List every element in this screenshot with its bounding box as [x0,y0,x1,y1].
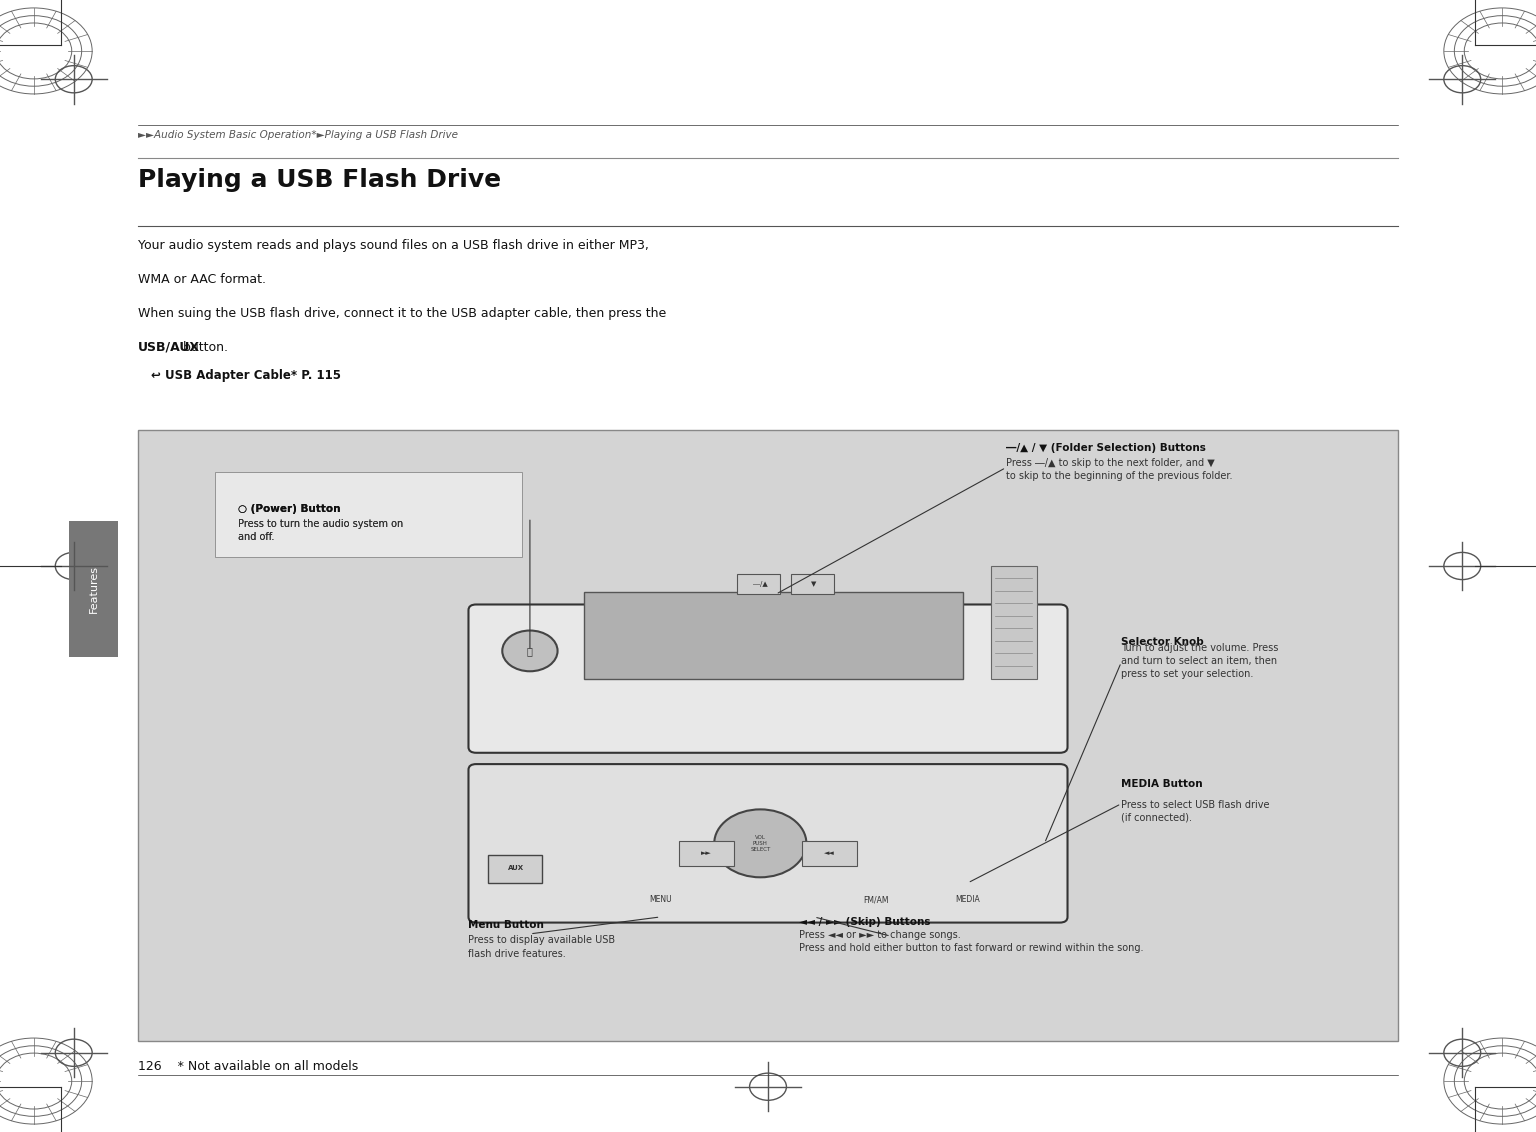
Text: Selector Knob: Selector Knob [1121,637,1204,648]
Text: ◄◄ / ►► (Skip) Buttons: ◄◄ / ►► (Skip) Buttons [799,917,931,927]
Text: Menu Button: Menu Button [468,920,544,931]
Text: AUX: AUX [508,865,524,872]
Circle shape [502,631,558,671]
Text: Press ―/▲ to skip to the next folder, and ▼
to skip to the beginning of the prev: Press ―/▲ to skip to the next folder, an… [1006,457,1232,481]
FancyBboxPatch shape [468,604,1068,753]
Text: ◄◄: ◄◄ [825,850,834,857]
Text: button.: button. [180,341,229,354]
Text: Press ◄◄ or ►► to change songs.
Press and hold either button to fast forward or : Press ◄◄ or ►► to change songs. Press an… [799,929,1143,953]
Text: ○ (Power) Button: ○ (Power) Button [238,504,341,514]
FancyBboxPatch shape [468,764,1068,923]
Text: When suing the USB flash drive, connect it to the USB adapter cable, then press : When suing the USB flash drive, connect … [138,307,667,320]
Bar [802,841,857,866]
FancyBboxPatch shape [215,472,522,557]
Text: Turn to adjust the volume. Press
and turn to select an item, then
press to set y: Turn to adjust the volume. Press and tur… [1121,643,1278,679]
Text: Playing a USB Flash Drive: Playing a USB Flash Drive [138,168,501,191]
Text: MENU: MENU [650,895,671,904]
Bar [69,521,118,657]
Bar [737,574,780,594]
Bar [584,592,963,679]
Bar [679,841,734,866]
Text: Your audio system reads and plays sound files on a USB flash drive in either MP3: Your audio system reads and plays sound … [138,239,650,252]
Text: Features: Features [89,565,98,612]
Text: MEDIA Button: MEDIA Button [1121,779,1203,789]
Text: FM/AM: FM/AM [863,895,888,904]
Text: ↩ USB Adapter Cable* P. 115: ↩ USB Adapter Cable* P. 115 [151,369,341,383]
Text: ○ (Power) Button: ○ (Power) Button [238,504,341,514]
Bar [791,574,834,594]
Bar [488,855,542,883]
Text: MEDIA: MEDIA [955,895,980,904]
FancyBboxPatch shape [138,430,1398,1041]
Text: ⏻: ⏻ [527,646,533,655]
Text: ―/▲: ―/▲ [753,581,768,588]
Bar [991,566,1037,679]
Text: USB/AUX: USB/AUX [138,341,200,354]
Text: VOL
PUSH
SELECT: VOL PUSH SELECT [750,835,771,851]
Circle shape [714,809,806,877]
Text: Press to display available USB
flash drive features.: Press to display available USB flash dri… [468,935,616,959]
Text: 126    * Not available on all models: 126 * Not available on all models [138,1060,358,1073]
Text: ▼: ▼ [811,581,817,588]
Text: Press to turn the audio system on
and off.: Press to turn the audio system on and of… [238,518,404,542]
Text: Press to turn the audio system on
and off.: Press to turn the audio system on and of… [238,518,404,542]
Text: WMA or AAC format.: WMA or AAC format. [138,273,266,286]
Text: Press to select USB flash drive
(if connected).: Press to select USB flash drive (if conn… [1121,799,1270,823]
Text: ―/▲ / ▼ (Folder Selection) Buttons: ―/▲ / ▼ (Folder Selection) Buttons [1006,443,1206,453]
Text: ►►Audio System Basic Operation*►Playing a USB Flash Drive: ►►Audio System Basic Operation*►Playing … [138,130,458,140]
Text: ►►: ►► [702,850,711,857]
